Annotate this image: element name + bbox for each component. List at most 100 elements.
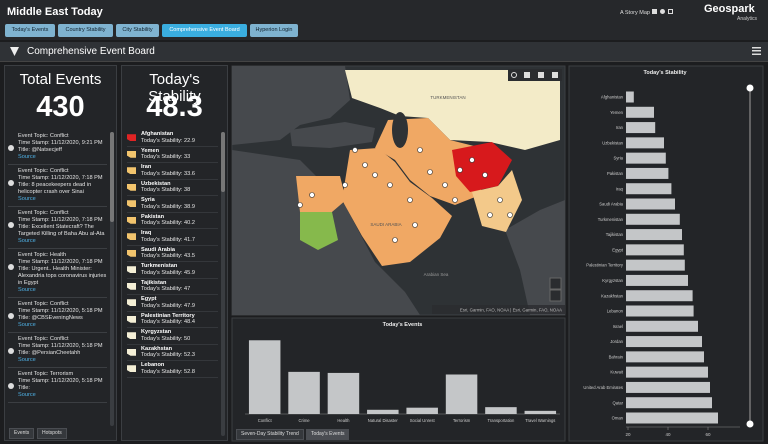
stability-body: Yemen Today's Stability: 33 [141,148,190,161]
menu-button[interactable] [752,47,761,55]
stability-title: Today's Stability [148,71,201,105]
x-tick-label: 60 [705,432,711,437]
y-tick-label: Qatar [613,400,624,405]
event-icon [8,180,14,186]
scroll-thumb[interactable] [110,132,114,222]
scrollbar[interactable] [110,132,114,426]
map-land [290,122,375,148]
story-map-link[interactable]: A Story Map [620,10,650,16]
stability-text: Today's Stability: 33 [141,154,191,161]
bar [524,410,557,414]
event-item: Event Topic: Terrorism Time Stamp: 11/12/… [8,368,107,403]
event-source[interactable]: Source [18,322,36,328]
search-button[interactable] [511,72,517,78]
flag-icon [127,134,136,142]
bar [288,371,320,414]
event-title: Title: 8 peacekeepers dead in helicopter… [18,182,92,195]
stability-text: Today's Stability: 22.9 [141,137,195,144]
stability-body: Iran Today's Stability: 33.6 [141,164,195,177]
event-source[interactable]: Source [18,357,36,363]
nav-tab[interactable]: Hyperion Login [250,24,298,37]
event-source[interactable]: Source [18,154,36,160]
event-source[interactable]: Source [18,196,36,202]
y-tick-label: Syria [613,156,623,161]
bar [626,244,684,256]
event-body: Event Topic: Terrorism Time Stamp: 11/12/… [18,371,103,399]
stability-body: Uzbekistan Today's Stability: 38 [141,181,190,194]
stability-body: Palestinian Territory Today's Stability: … [141,313,195,326]
country-name: Pakistan [141,213,165,220]
x-tick-label: Crime [298,418,310,423]
basemap-button[interactable] [552,72,558,78]
event-source[interactable]: Source [18,238,36,244]
nav-tab[interactable]: Comprehensive Event Board [162,24,247,37]
event-source[interactable]: Source [18,287,36,293]
slider-handle[interactable] [746,420,754,428]
event-icon [8,348,14,354]
stability-item: Egypt Today's Stability: 47.9 [127,295,218,312]
flag-icon [127,266,136,274]
stability-text: Today's Stability: 50 [141,335,191,342]
y-tick-label: Afghanistan [601,95,624,100]
panel-tab[interactable]: Hotspots [37,428,67,439]
country-name: Palestinian Territory [141,312,195,319]
bar [626,274,688,286]
y-tick-label: United Arab Emirates [583,385,623,390]
y-tick-label: Kazakhstan [601,293,624,298]
stability-item: Palestinian Territory Today's Stability: … [127,312,218,328]
x-tick-label: Transportation [488,418,516,423]
event-topic: Event Topic: Conflict [18,301,69,307]
bar [626,167,669,179]
nav-tab[interactable]: Country Stability [58,24,113,37]
stability-body: Lebanon Today's Stability: 52.8 [141,362,195,375]
stability-text: Today's Stability: 43.5 [141,253,195,260]
layers-button[interactable] [538,72,544,78]
twitter-icon[interactable] [660,9,665,14]
country-name: Uzbekistan [141,180,171,187]
country-name: Yemen [141,147,160,154]
y-tick-label: Iraq [616,186,624,191]
stability-score: 48.3 [146,91,203,123]
event-item: Event Topic: Conflict Time Stamp: 11/12/2… [8,298,107,333]
caspian-sea [392,112,408,148]
chart-tab[interactable]: Seven-Day Stability Trend [236,429,304,440]
stability-item: Iran Today's Stability: 33.6 [127,163,218,180]
stability-text: Today's Stability: 38 [141,187,191,194]
y-tick-label: Jordan [610,339,623,344]
bar [626,412,718,424]
chart-tab[interactable]: Today's Events [306,429,350,440]
zoom-in[interactable] [549,277,562,290]
scrollbar[interactable] [221,132,225,436]
event-timestamp: Time Stamp: 11/12/2020, 5:18 PM [18,378,103,384]
brand-sub: Analytics [737,16,758,22]
link-icon[interactable] [668,9,673,14]
stability-item: Syria Today's Stability: 38.9 [127,196,218,213]
flag-icon [127,150,136,158]
event-icon [8,313,14,319]
stability-body: Kyrgyzstan Today's Stability: 50 [141,329,190,342]
facebook-icon[interactable] [652,9,657,14]
event-source[interactable]: Source [18,392,36,398]
y-tick-label: Lebanon [607,309,624,314]
country-name: Turkmenistan [141,263,178,270]
nav-tab[interactable]: Today's Events [5,24,55,37]
x-tick-label: 40 [665,432,671,437]
slider-handle[interactable] [746,84,754,92]
bar [485,407,517,414]
event-body: Event Topic: Conflict Time Stamp: 11/12/2… [18,168,107,203]
event-timestamp: Time Stamp: 11/12/2020, 7:18 PM [18,259,103,265]
country-name: Lebanon [141,362,165,369]
zoom-out[interactable] [549,289,562,302]
event-timestamp: Time Stamp: 11/12/2020, 9:21 PM [18,140,103,146]
event-title: Title: @PersianCheetahh [18,350,81,356]
nav-tab[interactable]: City Stability [116,24,159,37]
home-button[interactable] [524,72,530,78]
bar [626,137,664,149]
scroll-thumb[interactable] [221,132,225,192]
stability-body: Pakistan Today's Stability: 40.2 [141,214,195,227]
panel-tab[interactable]: Events [9,428,35,439]
bar [406,407,438,414]
y-tick-label: Kuwait [610,370,623,375]
events-count: 430 [36,91,85,123]
events-list: Event Topic: Conflict Time Stamp: 11/12/2… [8,130,107,428]
